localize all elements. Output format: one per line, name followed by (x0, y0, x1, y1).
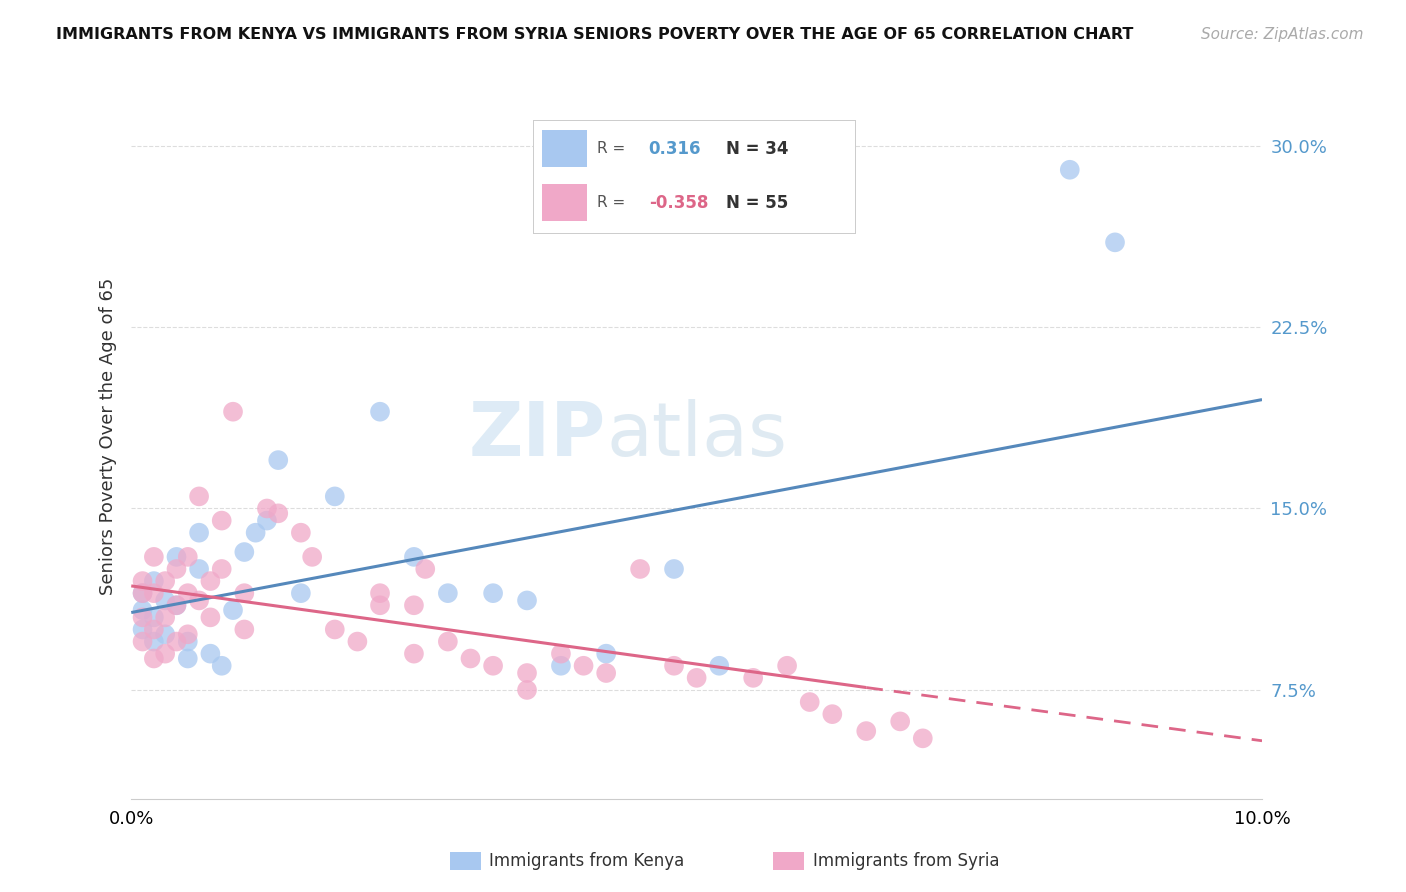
Point (550, 658, 572, 673)
Point (368, 405, 391, 419)
Y-axis label: Seniors Poverty Over the Age of 65: Seniors Poverty Over the Age of 65 (100, 277, 117, 595)
Point (402, 599, 425, 613)
Point (177, 549, 200, 564)
Point (290, 586, 312, 600)
Point (346, 634, 368, 648)
Point (233, 623, 256, 637)
Point (200, 647, 222, 661)
Point (256, 514, 278, 528)
Point (222, 405, 245, 419)
Point (437, 634, 460, 648)
Text: Immigrants from Kenya: Immigrants from Kenya (489, 852, 685, 870)
Point (177, 586, 200, 600)
Text: Source: ZipAtlas.com: Source: ZipAtlas.com (1201, 27, 1364, 42)
Point (267, 453, 290, 467)
Point (685, 671, 707, 685)
Point (595, 647, 617, 661)
Point (142, 574, 165, 588)
Point (911, 731, 934, 746)
Point (166, 634, 188, 648)
Point (460, 651, 482, 665)
Point (188, 593, 211, 607)
Point (482, 658, 505, 673)
Point (595, 666, 617, 681)
Point (301, 549, 323, 564)
Point (188, 525, 211, 540)
Point (267, 506, 290, 520)
Point (628, 562, 651, 576)
Point (166, 599, 188, 613)
Point (222, 603, 245, 617)
Point (131, 623, 153, 637)
Point (153, 627, 176, 641)
Point (188, 562, 211, 576)
Point (233, 545, 256, 559)
Point (482, 586, 505, 600)
Point (142, 651, 165, 665)
Point (177, 627, 200, 641)
Text: ZIP: ZIP (470, 400, 606, 473)
Point (188, 489, 211, 503)
Point (131, 586, 153, 600)
Point (742, 671, 765, 685)
Point (516, 593, 538, 607)
Point (131, 634, 153, 648)
Point (402, 549, 425, 564)
Point (323, 489, 346, 503)
Point (256, 501, 278, 516)
Point (153, 610, 176, 624)
Point (709, 658, 731, 673)
Point (776, 658, 799, 673)
Point (821, 707, 844, 722)
Text: IMMIGRANTS FROM KENYA VS IMMIGRANTS FROM SYRIA SENIORS POVERTY OVER THE AGE OF 6: IMMIGRANTS FROM KENYA VS IMMIGRANTS FROM… (56, 27, 1133, 42)
Point (142, 634, 165, 648)
Point (368, 599, 391, 613)
Point (516, 682, 538, 697)
Point (200, 574, 222, 588)
Text: atlas: atlas (606, 400, 787, 473)
Point (153, 593, 176, 607)
Point (1059, 162, 1081, 177)
Text: Immigrants from Syria: Immigrants from Syria (813, 852, 1000, 870)
Point (245, 525, 267, 540)
Point (572, 658, 595, 673)
Point (323, 623, 346, 637)
Point (177, 634, 200, 648)
Point (211, 514, 233, 528)
Point (437, 586, 460, 600)
Point (1104, 235, 1126, 250)
Point (200, 610, 222, 624)
Point (131, 574, 153, 588)
Point (142, 623, 165, 637)
Point (131, 610, 153, 624)
Point (662, 658, 685, 673)
Point (131, 586, 153, 600)
Point (889, 714, 911, 729)
Point (855, 724, 877, 739)
Point (142, 610, 165, 624)
Point (402, 647, 425, 661)
Point (368, 586, 391, 600)
Point (550, 647, 572, 661)
Point (166, 549, 188, 564)
Point (211, 562, 233, 576)
Point (142, 549, 165, 564)
Point (166, 562, 188, 576)
Point (799, 695, 821, 709)
Point (166, 599, 188, 613)
Point (290, 525, 312, 540)
Point (177, 651, 200, 665)
Point (142, 586, 165, 600)
Point (413, 562, 436, 576)
Point (153, 647, 176, 661)
Point (131, 603, 153, 617)
Point (153, 574, 176, 588)
Point (233, 586, 256, 600)
Point (211, 658, 233, 673)
Point (662, 562, 685, 576)
Point (516, 666, 538, 681)
